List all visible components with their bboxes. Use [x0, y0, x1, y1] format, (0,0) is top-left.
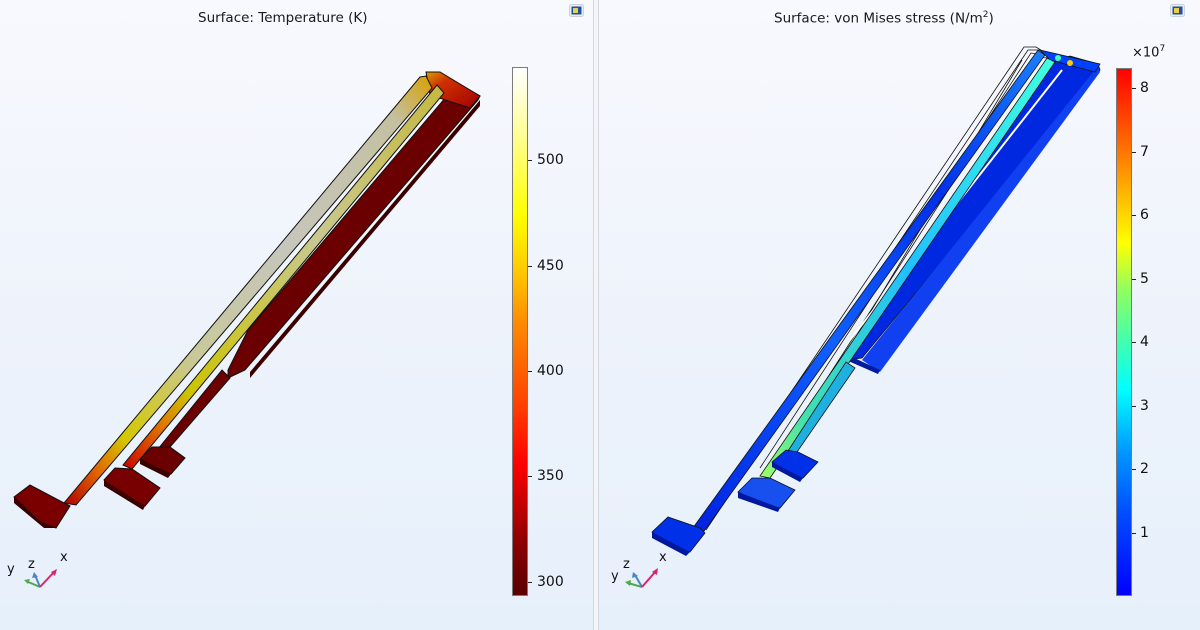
- colorbar-tick-label: 350: [537, 468, 564, 484]
- colorbar-tick-label: 450: [537, 258, 564, 274]
- colorbar-tick: [528, 160, 532, 161]
- colorbar-tick-label: 3: [1140, 398, 1149, 414]
- colorbar-tick: [528, 266, 532, 267]
- colorbar-tick: [1132, 406, 1136, 407]
- colorbar-tick-label: 400: [537, 363, 564, 379]
- colorbar-tick-label: 2: [1140, 461, 1149, 477]
- colorbar-tick: [1132, 215, 1136, 216]
- colorbar-tick: [1132, 279, 1136, 280]
- colorbar-tick: [1132, 342, 1136, 343]
- title-suffix: ): [988, 10, 994, 27]
- temperature-colorbar: [512, 67, 528, 596]
- axis-label-z: z: [623, 557, 630, 572]
- plot-title-temperature: Surface: Temperature (K): [198, 10, 368, 26]
- colorbar-tick: [1132, 533, 1136, 534]
- axis-triad-icon: [24, 569, 57, 588]
- colorbar-tick-label: 4: [1140, 334, 1149, 350]
- colorbar-tick-label: 8: [1140, 80, 1149, 96]
- axis-label-x: x: [60, 550, 68, 565]
- stress-plot-panel[interactable]: Surface: von Mises stress (N/m2): [599, 0, 1200, 630]
- colorbar-exponent-label: ×107: [1132, 44, 1165, 60]
- colorbar-tick-label: 300: [537, 574, 564, 590]
- axis-label-z: z: [28, 557, 35, 572]
- colorbar-tick: [528, 582, 532, 583]
- temperature-plot-panel[interactable]: Surface: Temperature (K): [0, 0, 593, 630]
- axis-triad-icon: [625, 568, 658, 588]
- colorbar-tick-label: 7: [1140, 144, 1149, 160]
- colorbar-tick: [528, 476, 532, 477]
- colorbar-tick: [1132, 152, 1136, 153]
- colorbar-tick-label: 1: [1140, 525, 1149, 541]
- axis-label-y: y: [7, 562, 15, 577]
- stress-colorbar: [1116, 68, 1132, 596]
- exponent-base: ×10: [1132, 45, 1160, 61]
- colorbar-tick: [528, 371, 532, 372]
- title-superscript: 2: [982, 10, 989, 20]
- plot-title-stress: Surface: von Mises stress (N/m2): [774, 10, 994, 27]
- thermal-actuator-geometry-stress[interactable]: [599, 0, 1200, 630]
- graphics-window-icon[interactable]: [1170, 4, 1185, 17]
- exponent-power: 7: [1159, 44, 1166, 54]
- title-text: Surface: von Mises stress (N/m: [774, 10, 983, 27]
- panel-splitter[interactable]: [593, 0, 599, 630]
- colorbar-tick: [1132, 469, 1136, 470]
- colorbar-tick-label: 500: [537, 152, 564, 168]
- axis-label-y: y: [611, 569, 619, 584]
- graphics-window-icon[interactable]: [569, 4, 584, 17]
- colorbar-tick-label: 5: [1140, 271, 1149, 287]
- axis-label-x: x: [659, 550, 667, 565]
- colorbar-tick: [1132, 88, 1136, 89]
- colorbar-tick-label: 6: [1140, 207, 1149, 223]
- thermal-actuator-geometry-temperature[interactable]: [0, 0, 593, 630]
